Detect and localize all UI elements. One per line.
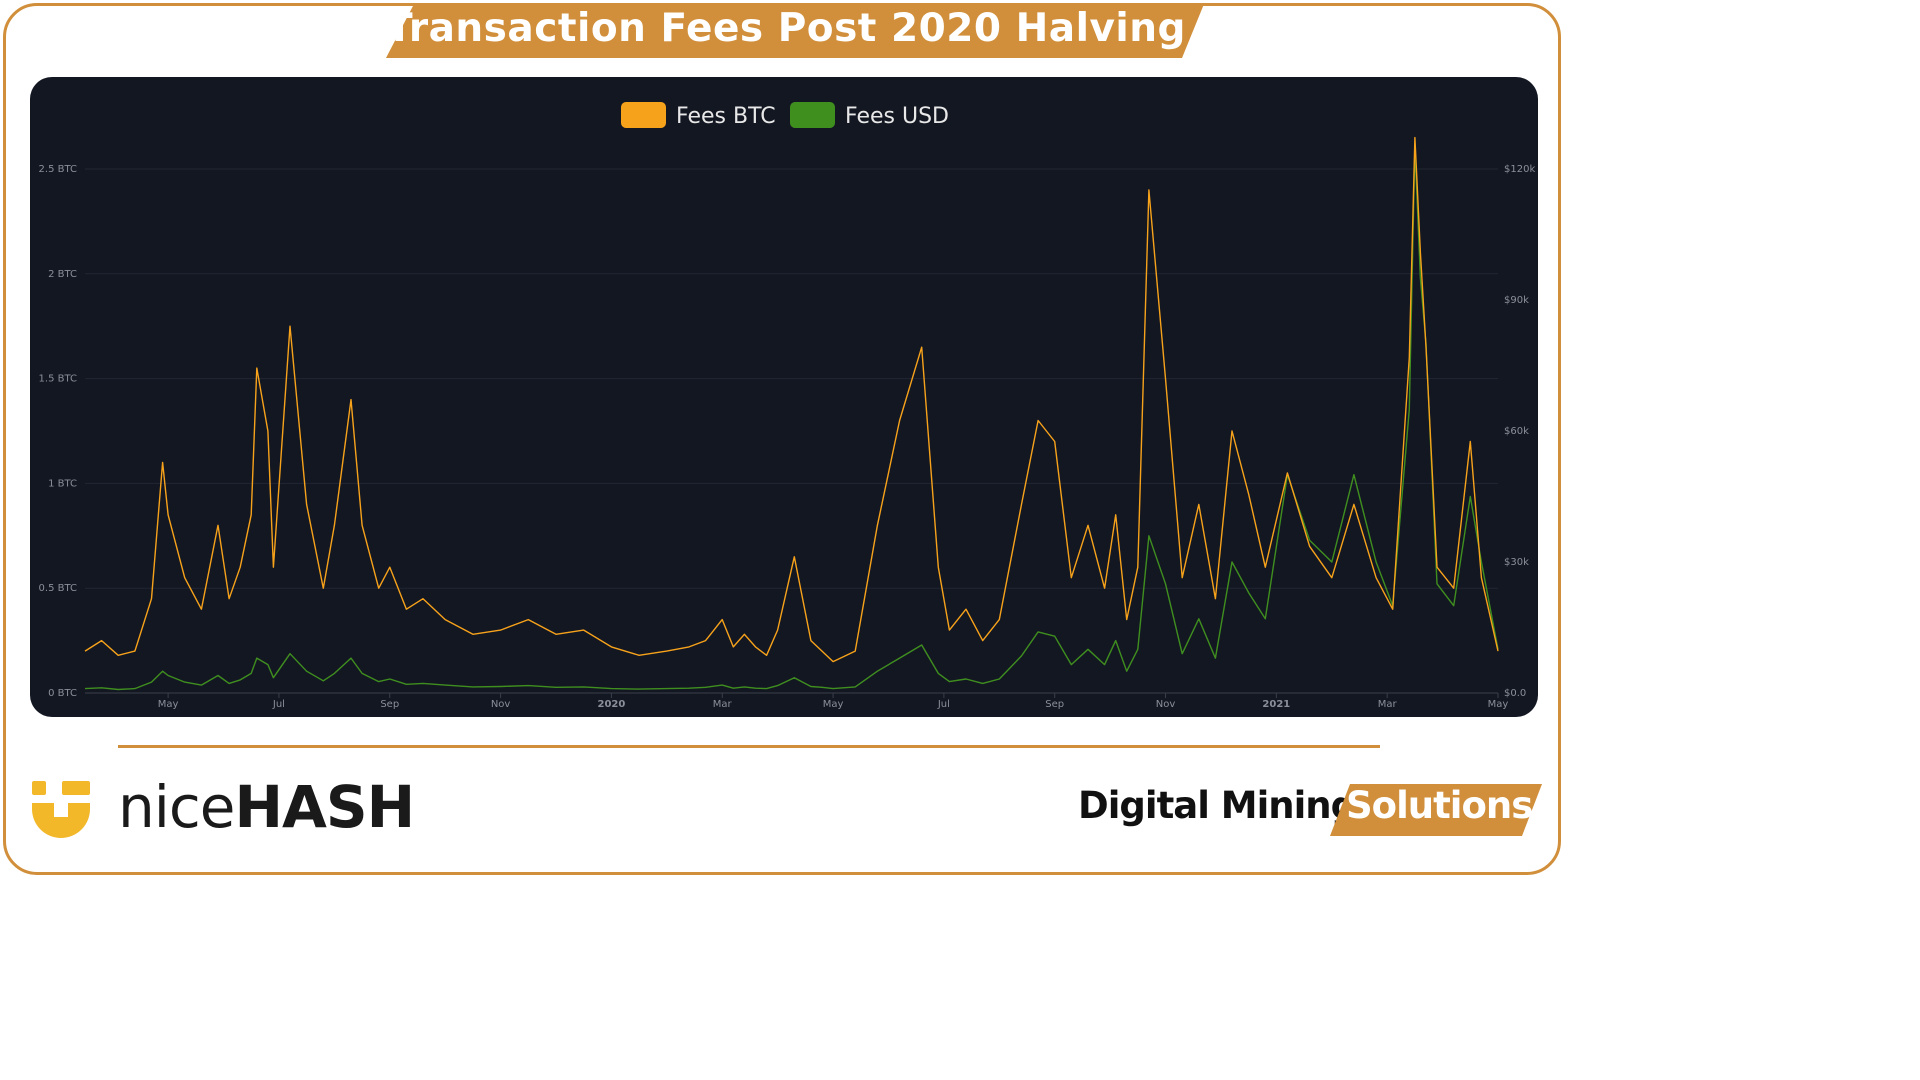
x-tick-label: 2021 — [1262, 699, 1290, 710]
nicehash-logo-icon — [32, 781, 90, 838]
x-tick-label: Mar — [713, 699, 733, 710]
digital-mining-text: Digital Mining — [1078, 784, 1357, 827]
legend-swatch — [621, 102, 666, 128]
solutions-text: Solutions — [1346, 784, 1533, 827]
y-right-tick-label: $120k — [1504, 164, 1535, 175]
y-right-tick-label: $0.0 — [1504, 688, 1526, 699]
legend-label: Fees BTC — [676, 104, 776, 129]
legend-swatch — [790, 102, 835, 128]
y-left-tick-label: 2.5 BTC — [39, 164, 77, 175]
series-line-fees-usd — [84, 146, 1499, 691]
nicehash-wordmark-bold: HASH — [234, 773, 415, 841]
y-right-tick-label: $60k — [1504, 426, 1529, 437]
nicehash-wordmark: niceHASH — [118, 773, 415, 841]
footer-divider — [118, 745, 1380, 748]
x-tick-label: Sep — [1045, 699, 1064, 710]
fees-line-chart: 0 BTC 0.5 BTC 1 BTC 1.5 BTC 2 BTC 2.5 BTC $0.0… — [39, 102, 1535, 710]
y-right-tick-label: $30k — [1504, 557, 1529, 568]
x-tick-label: Jul — [272, 699, 285, 710]
legend-label: Fees USD — [845, 104, 949, 129]
x-tick-label: Nov — [491, 699, 511, 710]
solutions-tab-shape — [1330, 784, 1542, 836]
page-title: Transaction Fees Post 2020 Halving — [386, 6, 1186, 51]
title-banner-shape — [386, 4, 1204, 58]
y-left-tick-label: 1 BTC — [48, 478, 77, 489]
x-tick-label: Sep — [380, 699, 399, 710]
x-tick-label: May — [1488, 699, 1509, 710]
y-left-tick-label: 2 BTC — [48, 269, 77, 280]
x-tick-label: 2020 — [597, 699, 625, 710]
x-tick-label: Nov — [1156, 699, 1176, 710]
y-left-tick-label: 1.5 BTC — [39, 374, 77, 385]
series-line-fees-btc — [84, 136, 1499, 663]
nicehash-wordmark-thin: nice — [118, 773, 235, 841]
digital-mining-solutions-logo: Digital Mining Solutions — [1074, 780, 1544, 840]
y-left-tick-label: 0.5 BTC — [39, 583, 77, 594]
x-tick-label: May — [158, 699, 179, 710]
x-tick-label: May — [823, 699, 844, 710]
chart-panel: 0 BTC 0.5 BTC 1 BTC 1.5 BTC 2 BTC 2.5 BTC $0.0… — [30, 77, 1538, 717]
title-banner: Transaction Fees Post 2020 Halving — [386, 2, 1206, 60]
x-tick-label: Mar — [1378, 699, 1398, 710]
nicehash-logo: niceHASH — [30, 773, 415, 843]
x-tick-label: Jul — [937, 699, 950, 710]
y-right-tick-label: $90k — [1504, 295, 1529, 306]
y-left-tick-label: 0 BTC — [48, 688, 77, 699]
